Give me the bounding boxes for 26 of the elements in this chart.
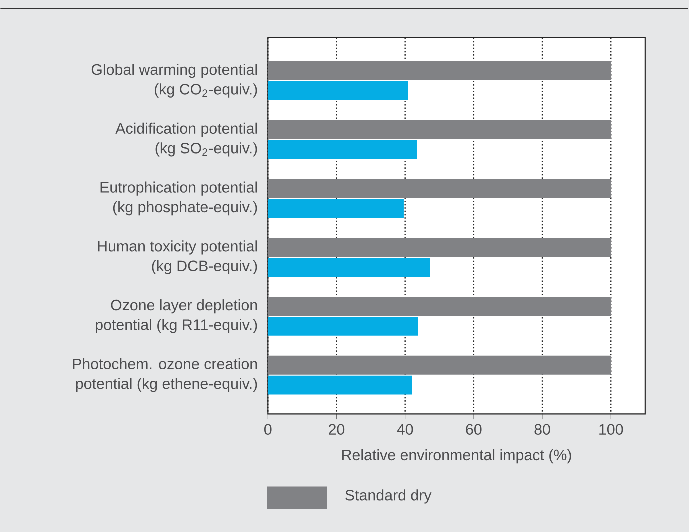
bar: [268, 81, 408, 100]
bar: [268, 199, 404, 218]
x-tick-label: 60: [466, 424, 482, 435]
bar: [268, 258, 430, 278]
bar: [268, 356, 612, 375]
y-tick-label: Global warming potential (kg CO$_{2}$-equiv.): [92, 64, 258, 98]
x-tick-label: 100: [600, 424, 624, 435]
y-tick-label: Human toxicity potential (kg DCB-equiv.): [98, 240, 258, 275]
bar: [268, 376, 412, 395]
x-axis-title: Relative environmental impact (%): [342, 449, 572, 464]
legend-label: Standard dry: [346, 490, 432, 504]
bar: [268, 140, 417, 160]
y-tick-label: Eutrophication potential (kg phosphate-equiv.): [100, 182, 258, 216]
bar: [268, 316, 418, 336]
bar: [268, 179, 612, 198]
x-tick-label: 0: [264, 424, 272, 435]
bar: [268, 238, 612, 258]
x-tick-label: 80: [534, 424, 550, 435]
y-tick-label: Acidification potential (kg SO$_{2}$-equiv.): [116, 122, 258, 157]
bar: [268, 120, 612, 140]
bar: [268, 61, 612, 80]
y-tick-label: Ozone layer depletion potential (kg R11-equiv.): [96, 300, 258, 334]
x-tick-label: 40: [397, 424, 414, 435]
x-tick-label: 20: [329, 424, 345, 435]
bar: [268, 297, 612, 316]
y-tick-label: Photochem. ozone creation potential (kg ethene-equiv.): [73, 358, 258, 392]
